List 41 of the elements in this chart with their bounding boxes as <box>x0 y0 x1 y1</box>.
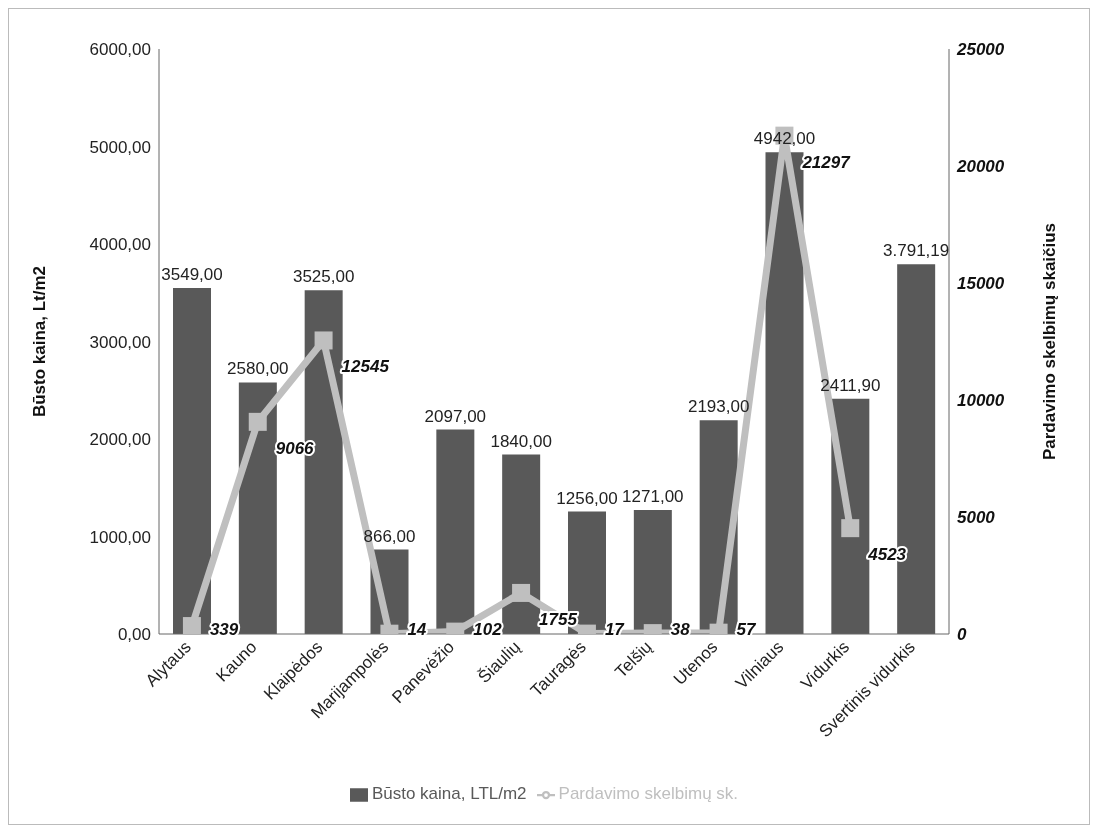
y-tick-label: 2000,00 <box>89 430 151 450</box>
y-tick-label: 0,00 <box>117 625 151 645</box>
data-label: 339 <box>209 620 239 639</box>
legend-label: Pardavimo skelbimų sk. <box>558 784 739 803</box>
y2-tick-label: 5000 <box>957 508 996 528</box>
data-label: 3.791,19 <box>883 241 950 261</box>
data-label: 2411,90 <box>820 375 881 395</box>
y-tick-label: 4000,00 <box>89 235 151 255</box>
y2-tick-label: 25000 <box>956 40 1005 60</box>
bar <box>765 152 804 634</box>
data-label: 1256,00 <box>556 488 618 508</box>
data-label: 4942,00 <box>753 129 816 149</box>
bar <box>436 429 475 634</box>
y2-tick-label: 15000 <box>957 274 1005 294</box>
data-label: 3549,00 <box>161 264 223 284</box>
data-label: 57 <box>736 620 758 639</box>
data-label: 1271,00 <box>622 487 684 507</box>
data-label: 38 <box>670 620 691 639</box>
data-label: 2193,00 <box>687 397 750 417</box>
data-label: 14 <box>407 620 427 639</box>
bar <box>238 382 277 634</box>
data-label: 1840,00 <box>490 431 552 451</box>
y-tick-label: 1000,00 <box>89 527 151 547</box>
y-tick-label: 3000,00 <box>89 332 151 352</box>
y-tick-label: 6000,00 <box>89 40 151 60</box>
bar <box>173 287 211 634</box>
bar <box>502 454 541 634</box>
data-label: 17 <box>604 620 626 639</box>
y2-tick-label: 20000 <box>956 157 1005 177</box>
data-label: 2580,00 <box>227 359 289 379</box>
data-label: 2097,00 <box>424 406 487 426</box>
legend-label: Būsto kaina, LTL/m2 <box>371 784 527 803</box>
y2-tick-label: 10000 <box>957 391 1005 411</box>
data-label: 102 <box>473 620 503 639</box>
y-tick-label: 5000,00 <box>89 137 151 157</box>
y2-axis-title: Pardavimo skelbimų skaičius <box>1040 222 1060 461</box>
y2-tick-label: 0 <box>957 625 967 645</box>
data-label: 12545 <box>341 357 390 377</box>
data-label: 866,00 <box>363 526 416 546</box>
y-axis-title: Būsto kaina, Lt/m2 <box>30 265 50 418</box>
data-label: 3525,00 <box>292 267 355 287</box>
